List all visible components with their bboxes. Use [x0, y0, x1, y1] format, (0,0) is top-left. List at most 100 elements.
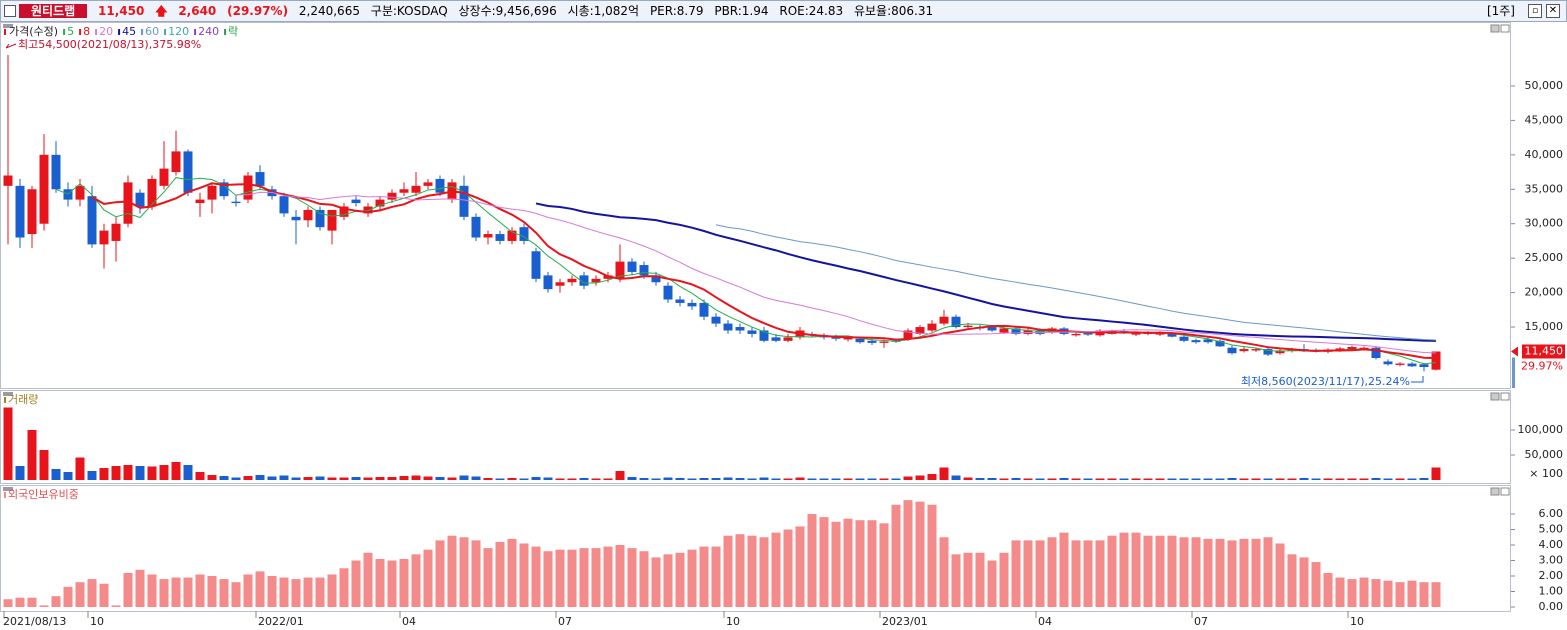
- bar: [303, 577, 313, 607]
- bar: [1083, 478, 1093, 480]
- stock-name[interactable]: 원티드랩: [19, 4, 88, 18]
- bar: [171, 462, 181, 480]
- bar: [1371, 478, 1381, 480]
- y-tick-label: 0.00: [1539, 600, 1564, 613]
- candle-body: [1083, 332, 1093, 335]
- bar: [375, 558, 385, 607]
- candle-body: [1263, 349, 1273, 355]
- restore-button[interactable]: ▫: [1528, 4, 1542, 18]
- roe: ROE:24.83: [779, 4, 844, 18]
- candle-body: [399, 189, 409, 193]
- candle-body: [711, 316, 721, 324]
- bar: [1287, 554, 1297, 607]
- low-annotation: 최저8,560(2023/11/17),25.24%: [1241, 375, 1410, 388]
- candle-body: [459, 185, 469, 217]
- pct-label: 29.97%: [1521, 359, 1563, 372]
- bar: [327, 477, 337, 480]
- panel-icon[interactable]: [1490, 392, 1500, 401]
- bar: [711, 546, 721, 607]
- candle-body: [903, 330, 913, 340]
- bar: [303, 477, 313, 480]
- bar: [747, 535, 757, 607]
- candle-body: [363, 206, 373, 214]
- bar: [939, 467, 949, 480]
- bar: [267, 476, 277, 480]
- bar: [855, 520, 865, 607]
- bar: [879, 478, 889, 480]
- bar: [1239, 538, 1249, 607]
- bar: [1371, 579, 1381, 607]
- bar: [483, 478, 493, 480]
- candle-body: [75, 185, 85, 200]
- legend-swatch: [79, 29, 82, 35]
- x-tick-label: 10: [90, 615, 104, 628]
- bar: [531, 546, 541, 607]
- panel-icon[interactable]: [1500, 487, 1510, 496]
- bar: [63, 586, 73, 607]
- bar: [1131, 532, 1141, 607]
- candle-body: [1383, 361, 1393, 365]
- bar: [891, 504, 901, 607]
- legend-label: 120: [168, 25, 189, 38]
- bar: [567, 478, 577, 480]
- bar: [27, 430, 37, 480]
- bar: [1383, 580, 1393, 607]
- candle-body: [195, 199, 205, 204]
- bar: [1335, 577, 1345, 607]
- y-tick-label: 25,000: [1525, 251, 1564, 264]
- candle-body: [735, 327, 745, 331]
- bar: [195, 574, 205, 607]
- candle-body: [555, 282, 565, 286]
- bar: [903, 476, 913, 480]
- bar: [1359, 577, 1369, 607]
- bar: [783, 529, 793, 607]
- candle-body: [1203, 339, 1213, 343]
- bar: [423, 549, 433, 607]
- bar: [231, 477, 241, 480]
- bar: [447, 477, 457, 480]
- bar: [135, 466, 145, 480]
- bar: [1191, 478, 1201, 480]
- candle-body: [759, 330, 769, 341]
- legend-swatch: [4, 492, 6, 498]
- arrow: 🡅: [155, 4, 168, 18]
- bar: [1395, 478, 1405, 480]
- bar: [219, 579, 229, 607]
- bar: [651, 478, 661, 480]
- bar: [363, 477, 373, 480]
- bar: [15, 466, 25, 480]
- bar: [891, 478, 901, 480]
- current-bar: [1512, 357, 1515, 388]
- panel-icon[interactable]: [1500, 392, 1510, 401]
- legend-label: 20: [99, 25, 113, 38]
- bar: [1227, 478, 1237, 480]
- bar: [1419, 582, 1429, 607]
- legend-label: 240: [198, 25, 219, 38]
- bar: [1287, 478, 1297, 480]
- checkbox[interactable]: [4, 5, 16, 17]
- panel-icon[interactable]: [1490, 24, 1500, 33]
- bar: [519, 478, 529, 480]
- bar: [1311, 562, 1321, 607]
- bar: [687, 478, 697, 480]
- bar: [1107, 478, 1117, 480]
- legend-swatch: [141, 29, 144, 35]
- bar: [123, 465, 133, 480]
- bar: [99, 583, 109, 607]
- close-button[interactable]: ✕: [1546, 4, 1560, 18]
- panel-icon[interactable]: [1490, 487, 1500, 496]
- candle-body: [303, 209, 313, 221]
- bar: [315, 476, 325, 480]
- bar: [387, 560, 397, 607]
- bar: [687, 549, 697, 607]
- period[interactable]: [1주]: [1486, 4, 1515, 18]
- bar: [951, 554, 961, 607]
- shares: 상장수:9,456,696: [458, 4, 557, 18]
- panel-icon[interactable]: [1500, 24, 1510, 33]
- candle-body: [15, 185, 25, 238]
- bar: [495, 541, 505, 607]
- bar: [843, 518, 853, 607]
- candle-body: [1179, 336, 1189, 341]
- bar: [591, 548, 601, 607]
- bar: [723, 535, 733, 607]
